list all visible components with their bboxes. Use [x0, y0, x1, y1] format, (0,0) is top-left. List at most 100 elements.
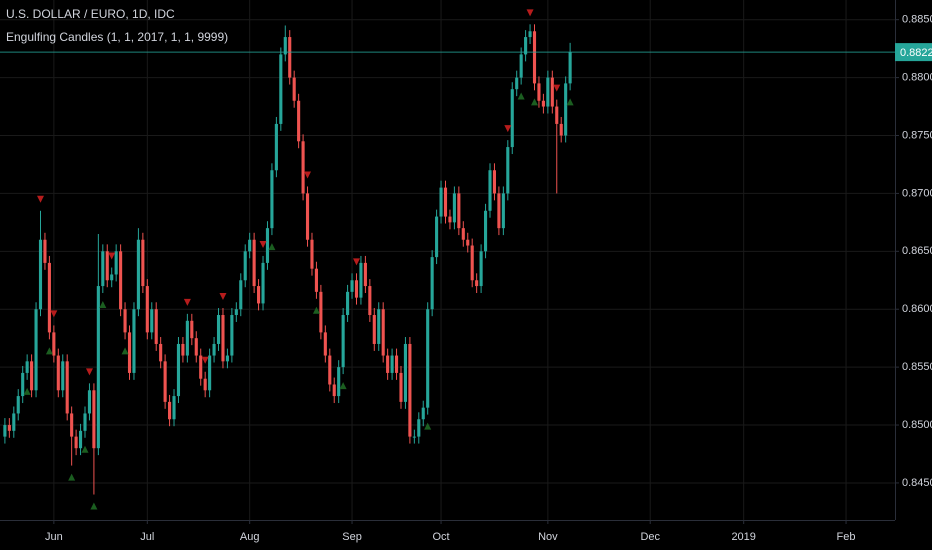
candle-body	[230, 315, 234, 356]
candle-body	[270, 170, 274, 229]
bullish-signal	[81, 445, 89, 453]
candle-body	[564, 83, 568, 136]
x-tick-label: Jun	[45, 531, 63, 543]
x-tick-label: Jul	[140, 531, 154, 543]
candle-body	[488, 170, 492, 211]
candle-body	[185, 320, 189, 356]
x-tick-label: Nov	[538, 531, 558, 543]
candle-body	[7, 425, 11, 431]
candle-body	[243, 251, 247, 281]
candle-body	[74, 436, 78, 449]
bullish-signal	[268, 243, 276, 251]
candle-body	[252, 239, 256, 287]
candle-body	[43, 239, 47, 263]
candle-body	[301, 141, 305, 194]
candle-body	[403, 343, 408, 402]
candle-body	[555, 106, 559, 124]
candle-body	[123, 309, 127, 333]
candle-body	[154, 309, 158, 344]
candle-body	[114, 251, 118, 275]
candle-body	[274, 123, 278, 171]
candle-body	[528, 31, 532, 38]
candle-body	[399, 372, 403, 402]
bullish-signal	[99, 301, 107, 309]
candle-body	[506, 147, 510, 194]
candle-body	[181, 343, 185, 356]
candle-body	[435, 216, 439, 258]
candle-body	[452, 193, 456, 223]
candle-body	[297, 100, 301, 142]
x-tick-label: Oct	[432, 531, 449, 543]
candle-body	[394, 355, 399, 373]
candle-body	[96, 286, 100, 449]
candle-body	[234, 309, 238, 316]
candle-body	[78, 430, 83, 449]
candle-body	[305, 193, 310, 240]
candle-body	[457, 193, 461, 229]
candle-body	[421, 407, 425, 420]
candle-body	[314, 268, 318, 292]
candle-body	[61, 361, 65, 391]
candle-body	[412, 436, 416, 438]
candle-body	[225, 355, 229, 362]
bearish-signal	[183, 298, 191, 306]
bullish-signal	[45, 347, 53, 355]
candle-body	[510, 89, 514, 148]
candle-body	[332, 384, 336, 397]
candle-body	[239, 280, 243, 310]
candle-body	[83, 413, 87, 431]
candle-body	[194, 338, 198, 356]
candles	[0, 9, 895, 510]
candle-body	[145, 286, 149, 333]
candle-body	[354, 280, 359, 298]
bearish-signal	[50, 310, 58, 318]
candle-body	[141, 239, 145, 287]
candle-body	[119, 251, 123, 310]
candle-body	[150, 309, 154, 333]
candle-body	[346, 291, 350, 316]
y-tick-label: 0.8850	[902, 14, 932, 26]
x-tick-label: Sep	[342, 531, 362, 543]
candle-body	[70, 413, 74, 437]
candle-body	[524, 37, 528, 55]
x-tick-label: Feb	[837, 531, 856, 543]
bearish-signal	[526, 9, 534, 17]
candle-body	[546, 77, 550, 107]
bullish-signal	[23, 387, 31, 395]
candle-body	[323, 332, 327, 356]
candle-body	[559, 123, 563, 136]
candle-body	[203, 378, 207, 391]
bullish-signal	[312, 306, 320, 314]
candle-body	[501, 193, 505, 229]
candle-body	[350, 280, 354, 292]
bullish-signal	[121, 347, 129, 355]
candle-body	[426, 309, 430, 408]
candle-body	[16, 396, 20, 414]
candle-body	[257, 286, 261, 304]
last-price-box	[895, 43, 932, 62]
candle-body	[47, 262, 51, 333]
candle-body	[386, 355, 390, 373]
candle-body	[310, 239, 314, 269]
candle-body	[492, 170, 497, 194]
candle-body	[199, 355, 203, 379]
candle-body	[550, 77, 554, 107]
bearish-signal	[36, 195, 44, 203]
candle-body	[132, 309, 136, 373]
candle-body	[532, 31, 537, 84]
candle-body	[497, 193, 501, 229]
candle-body	[110, 274, 114, 281]
bearish-signal	[108, 252, 116, 260]
candle-body	[87, 390, 92, 414]
candle-body	[265, 228, 270, 263]
candle-body	[537, 83, 541, 101]
bullish-signal	[424, 422, 432, 430]
bullish-signal	[90, 502, 98, 510]
